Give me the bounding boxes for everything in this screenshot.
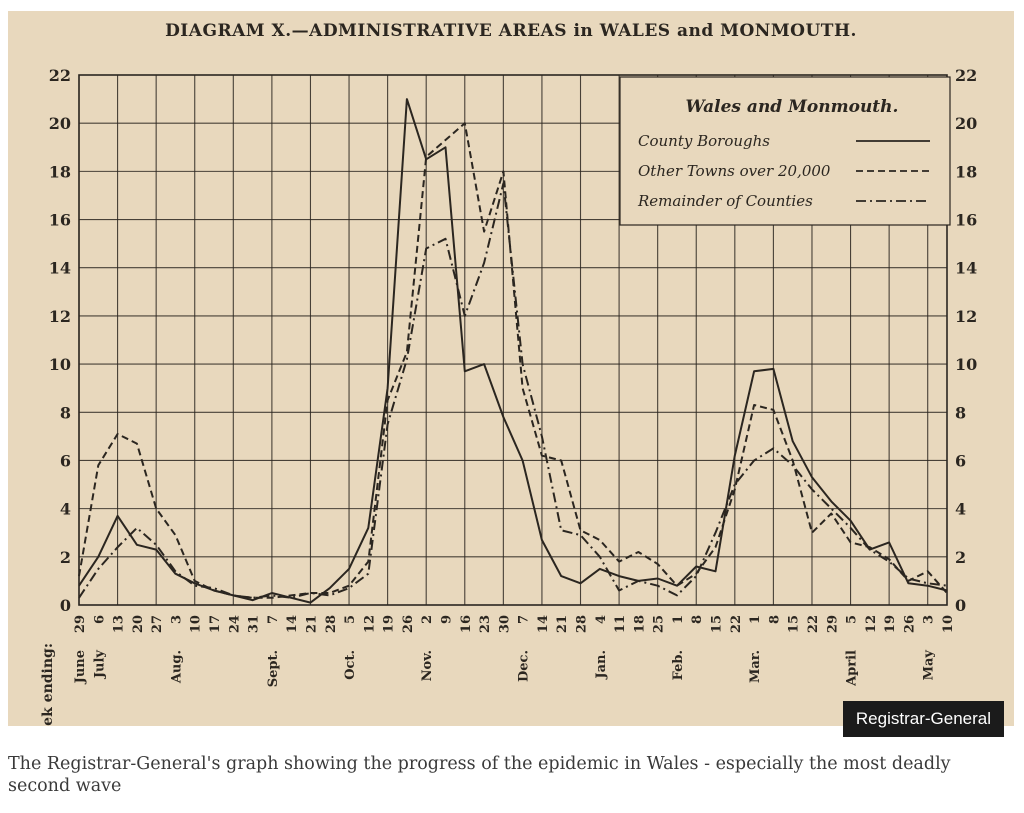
x-tick-label: 31 — [247, 615, 262, 633]
y-tick-label-left: 22 — [49, 66, 71, 85]
x-tick-label: 8 — [690, 615, 705, 624]
x-tick-label: 1 — [748, 615, 763, 624]
x-tick-label: 28 — [575, 615, 590, 633]
y-tick-label-right: 12 — [955, 307, 977, 326]
x-tick-label: 17 — [208, 615, 223, 633]
x-tick-label: 29 — [73, 615, 88, 633]
figure-caption: The Registrar-General's graph showing th… — [8, 754, 951, 796]
x-tick-label: 18 — [632, 615, 647, 633]
x-tick-label: 22 — [806, 615, 821, 633]
x-tick-label: 1 — [671, 615, 686, 624]
y-tick-label-right: 14 — [955, 259, 977, 278]
x-tick-label: 15 — [710, 615, 725, 633]
y-tick-label-left: 10 — [49, 355, 71, 374]
month-label: Mar. — [748, 650, 763, 683]
x-tick-label: 10 — [189, 615, 204, 633]
x-tick-label: 11 — [613, 615, 628, 633]
y-tick-label-right: 6 — [955, 451, 966, 470]
y-tick-label-right: 20 — [955, 114, 977, 133]
x-tick-label: 4 — [594, 615, 609, 624]
x-tick-label: 26 — [401, 615, 416, 633]
x-tick-label: 15 — [787, 615, 802, 633]
x-tick-label: 3 — [922, 615, 937, 624]
x-tick-label: 16 — [459, 615, 474, 633]
y-tick-label-left: 2 — [60, 548, 71, 567]
legend-label: Other Towns over 20,000 — [638, 162, 831, 180]
y-tick-label-right: 2 — [955, 548, 966, 567]
x-tick-label: 25 — [652, 615, 667, 633]
y-tick-label-right: 10 — [955, 355, 977, 374]
x-tick-label: 10 — [941, 615, 956, 633]
x-tick-label: 3 — [169, 615, 184, 624]
x-tick-label: 7 — [266, 615, 281, 624]
x-tick-label: 12 — [864, 615, 879, 633]
x-tick-label: 8 — [767, 615, 782, 624]
x-tick-label: 2 — [420, 615, 435, 624]
x-tick-label: 19 — [883, 615, 898, 633]
chart-figure: DIAGRAM X.—ADMINISTRATIVE AREAS in WALES… — [8, 11, 1014, 737]
x-tick-label: 22 — [729, 615, 744, 633]
y-tick-label-left: 6 — [60, 451, 71, 470]
month-label: Oct. — [343, 650, 358, 680]
x-tick-label: 30 — [497, 615, 512, 633]
x-tick-label: 23 — [478, 615, 493, 633]
y-tick-label-right: 0 — [955, 596, 966, 615]
y-tick-label-left: 12 — [49, 307, 71, 326]
month-label: Dec. — [517, 650, 532, 682]
month-label: Aug. — [169, 650, 184, 684]
legend-label: Remainder of Counties — [637, 192, 813, 210]
y-tick-label-right: 8 — [955, 403, 966, 422]
y-tick-label-left: 14 — [49, 259, 71, 278]
x-tick-label: 29 — [825, 615, 840, 633]
x-tick-label: 20 — [131, 615, 146, 633]
y-tick-label-left: 16 — [49, 211, 71, 230]
x-tick-label: 24 — [227, 615, 242, 633]
month-label: June — [73, 650, 88, 684]
x-tick-label: 12 — [362, 615, 377, 633]
y-tick-label-right: 22 — [955, 66, 977, 85]
x-tick-label: 7 — [517, 615, 532, 624]
month-label: Sept. — [266, 650, 281, 687]
x-tick-label: 27 — [150, 615, 165, 633]
x-tick-label: 14 — [285, 615, 300, 633]
x-tick-label: 5 — [845, 615, 860, 624]
month-label: April — [845, 650, 860, 687]
x-tick-label: 21 — [555, 615, 570, 633]
x-tick-label: 19 — [382, 615, 397, 633]
chart-title: DIAGRAM X.—ADMINISTRATIVE AREAS in WALES… — [165, 21, 857, 41]
month-label: May — [922, 650, 937, 681]
series-line — [78, 182, 948, 599]
y-tick-label-left: 20 — [49, 114, 71, 133]
month-label: Jan. — [594, 650, 609, 680]
x-tick-label: 21 — [304, 615, 319, 633]
y-tick-label-left: 18 — [49, 162, 71, 181]
x-axis-label: Week ending: — [40, 643, 56, 726]
x-tick-label: 14 — [536, 615, 551, 633]
month-label: July — [92, 650, 107, 680]
y-tick-label-right: 16 — [955, 211, 977, 230]
legend-title: Wales and Monmouth. — [686, 97, 899, 117]
image-credit-badge: Registrar-General — [842, 701, 1004, 737]
legend-box — [619, 76, 951, 226]
x-tick-label: 28 — [324, 615, 339, 633]
line-chart: DIAGRAM X.—ADMINISTRATIVE AREAS in WALES… — [40, 21, 977, 726]
y-tick-label-left: 4 — [60, 500, 71, 519]
month-label: Feb. — [671, 650, 686, 680]
month-label: Nov. — [420, 650, 435, 681]
x-tick-label: 13 — [112, 615, 127, 633]
y-tick-label-left: 8 — [60, 403, 71, 422]
x-tick-label: 6 — [92, 615, 107, 624]
y-tick-label-left: 0 — [60, 596, 71, 615]
y-tick-label-right: 18 — [955, 162, 977, 181]
x-tick-label: 9 — [439, 615, 454, 624]
x-tick-label: 5 — [343, 615, 358, 624]
x-tick-label: 26 — [902, 615, 917, 633]
y-tick-label-right: 4 — [955, 500, 966, 519]
legend-label: County Boroughs — [638, 132, 770, 150]
